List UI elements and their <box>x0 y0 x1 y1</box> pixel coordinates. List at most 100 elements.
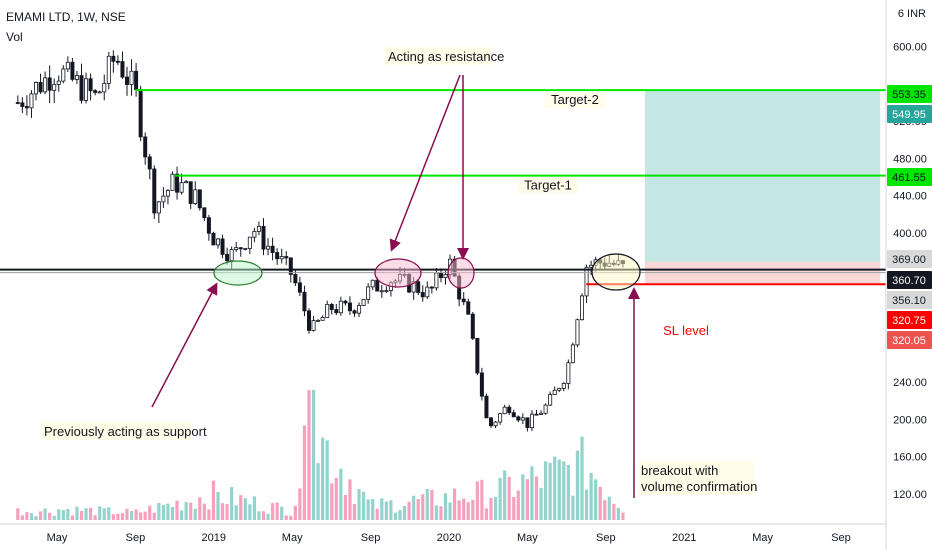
volume-bar <box>484 508 489 520</box>
candle-body <box>84 78 89 101</box>
candle-body <box>311 320 316 331</box>
volume-bar <box>475 481 479 520</box>
annotation-bg <box>385 47 491 65</box>
volume-bar <box>330 483 334 520</box>
volume-bar <box>311 390 316 520</box>
volume-bar <box>375 508 379 520</box>
candle-body <box>225 253 230 262</box>
volume-bar <box>607 496 611 520</box>
volume-bar <box>211 480 216 520</box>
candle-body <box>179 182 184 193</box>
candle-body <box>470 313 475 339</box>
volume-bar <box>594 479 598 520</box>
candle-body <box>193 189 198 204</box>
volume-bar <box>575 450 580 520</box>
candle-body <box>197 189 202 209</box>
price-badge-label: 356.10 <box>892 295 926 307</box>
volume-bar <box>580 436 584 520</box>
volume-bar <box>134 509 138 520</box>
volume-bar <box>316 463 320 520</box>
candle-body <box>115 60 120 63</box>
volume-bar <box>170 506 175 520</box>
volume-bar <box>503 470 507 520</box>
candle-body <box>247 236 252 249</box>
annotation-text: Previously acting as support <box>44 424 207 439</box>
annotation-bg <box>638 461 754 495</box>
candle-body <box>443 274 448 278</box>
candle-body <box>279 256 284 260</box>
candle-body <box>275 252 280 260</box>
volume-bar <box>57 509 61 520</box>
candle-body <box>74 75 79 80</box>
volume-bar <box>248 504 252 520</box>
candle-body <box>102 82 107 93</box>
candle-body <box>270 245 275 253</box>
volume-bar <box>348 479 352 520</box>
levels-layer: Target-2 Target-1 SL level <box>0 89 886 338</box>
candle-body <box>316 319 321 322</box>
candle-body <box>429 286 434 289</box>
candle-body <box>575 319 580 346</box>
volume-bar <box>52 515 56 520</box>
price-badges-layer: 553.35 549.95 461.55 369.00 360.70 356.10 320.… <box>887 85 932 349</box>
annotation-text: breakout with <box>641 463 718 478</box>
volume-bar <box>198 497 202 520</box>
level-label-bg <box>518 177 578 194</box>
volume-bar <box>534 476 539 520</box>
x-tick-label: Sep <box>361 532 381 544</box>
candle-body <box>152 168 157 214</box>
y-tick-label: 400.00 <box>893 228 927 240</box>
volume-bar <box>339 468 343 520</box>
volume-bar <box>434 505 438 520</box>
price-badge-label: 320.05 <box>892 335 926 347</box>
volume-bar <box>93 515 97 520</box>
volume-bar <box>230 487 234 520</box>
currency-label: 6 INR <box>897 8 926 20</box>
candle-body <box>43 77 48 93</box>
y-tick-label: 160.00 <box>893 452 927 464</box>
volume-bar <box>302 425 307 520</box>
y-tick-label: 440.00 <box>893 191 927 203</box>
candle-body <box>438 272 443 278</box>
candle-body <box>357 305 362 314</box>
volume-bar <box>157 502 161 520</box>
candle-body <box>297 282 302 293</box>
price-badge-label: 369.00 <box>892 254 926 266</box>
volume-bar <box>589 472 593 520</box>
volume-bar <box>557 459 561 520</box>
chart-symbol-title: EMAMI LTD, 1W, NSE <box>6 10 126 24</box>
volume-bar <box>289 515 293 520</box>
candle-body <box>498 413 503 423</box>
volume-bar <box>512 497 516 520</box>
candle-body <box>584 266 589 297</box>
candle-body <box>234 247 239 250</box>
volume-bar <box>70 515 74 520</box>
candle-body <box>125 76 130 85</box>
volume-bar <box>457 500 461 520</box>
candle-body <box>165 189 170 197</box>
highlight-ellipse <box>447 257 475 289</box>
volume-bar <box>480 479 484 520</box>
volume-bar <box>439 506 443 520</box>
volume-bar <box>257 511 261 520</box>
volume-bar <box>266 513 270 520</box>
volume-bar <box>489 497 493 520</box>
volume-layer <box>16 390 625 520</box>
price-badge <box>887 105 932 123</box>
candle-body <box>320 317 325 321</box>
sl-level-label: SL level <box>663 323 709 338</box>
volume-bar <box>252 496 256 520</box>
candle-body <box>15 102 20 104</box>
candle-body <box>24 106 29 109</box>
volume-bar <box>107 507 111 520</box>
candle-body <box>557 387 562 391</box>
candle-body <box>243 248 248 250</box>
volume-bar <box>38 511 43 520</box>
volume-bar <box>562 461 566 520</box>
candle-body <box>111 55 116 62</box>
y-tick-label: 480.00 <box>893 153 927 165</box>
price-badge-label: 553.35 <box>892 89 926 101</box>
level-label: Target-1 <box>524 178 572 193</box>
candle-body <box>416 281 421 293</box>
